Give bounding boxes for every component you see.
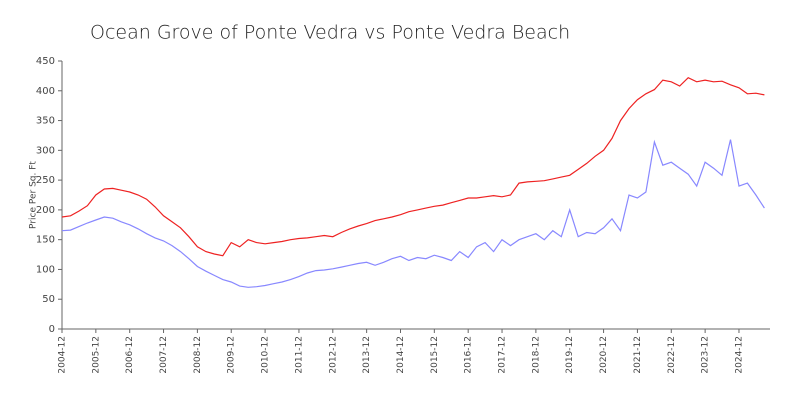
y-tick-label: 400 [36,86,55,97]
y-axis-label: Price Per Sq. Ft [29,161,39,229]
x-tick-label: 2021-12 [633,336,643,374]
x-tick-label: 2015-12 [430,336,440,374]
x-tick-label: 2020-12 [599,336,609,374]
x-tick-label: 2022-12 [667,336,677,374]
x-tick-label: 2013-12 [362,336,372,374]
x-tick-label: 2004-12 [58,336,68,374]
x-tick-label: 2006-12 [125,336,135,374]
y-tick-label: 200 [36,205,55,216]
x-tick-label: 2014-12 [396,336,406,374]
x-tick-label: 2023-12 [701,336,711,374]
y-tick-label: 350 [36,116,55,127]
x-tick-label: 2010-12 [261,336,271,374]
y-tick-label: 50 [42,294,55,305]
y-tick-label: 150 [36,235,55,246]
y-tick-label: 100 [36,264,55,275]
x-tick-label: 2005-12 [91,336,101,374]
x-tick-label: 2008-12 [193,336,203,374]
x-tick-label: 2017-12 [498,336,508,374]
x-tick-label: 2018-12 [531,336,541,374]
y-tick-label: 300 [36,145,55,156]
y-tick-label: 0 [49,324,55,335]
x-tick-label: 2019-12 [565,336,575,374]
x-tick-label: 2011-12 [294,336,304,374]
chart-title: Ocean Grove of Ponte Vedra vs Ponte Vedr… [90,22,570,44]
y-tick-label: 450 [36,56,55,67]
x-tick-label: 2009-12 [227,336,237,374]
series-line [61,139,765,288]
x-tick-label: 2012-12 [328,336,338,374]
series-line [61,76,765,257]
x-tick-label: 2024-12 [734,336,744,374]
x-tick-label: 2016-12 [464,336,474,374]
y-tick-label: 250 [36,175,55,186]
x-tick-label: 2007-12 [159,336,169,374]
